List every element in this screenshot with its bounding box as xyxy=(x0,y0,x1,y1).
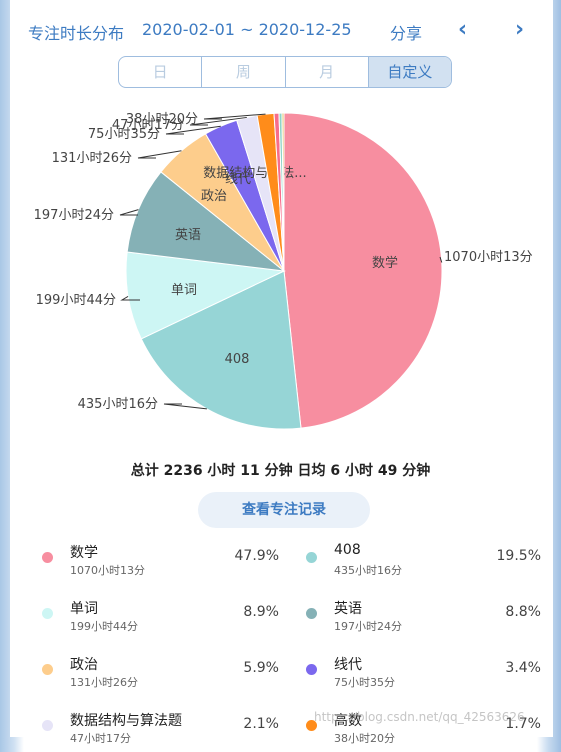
legend-dot xyxy=(306,608,317,619)
slice-value-label: 47小时17分 xyxy=(112,118,184,133)
slice-value-label: 1070小时13分 xyxy=(444,250,533,265)
legend-percent: 8.8% xyxy=(505,604,541,620)
legend-item: 英语 197小时24分 8.8% xyxy=(306,596,546,640)
legend-dot xyxy=(306,664,317,675)
legend-item: 数据结构与算法题 47小时17分 2.1% xyxy=(42,708,282,752)
chevron-right-icon[interactable]: › xyxy=(515,17,525,42)
legend-percent: 1.7% xyxy=(505,716,541,732)
legend-percent: 47.9% xyxy=(234,548,279,564)
legend-dot xyxy=(42,552,53,563)
legend-dot xyxy=(42,720,53,731)
total-summary: 总计 2236 小时 11 分钟 日均 6 小时 49 分钟 xyxy=(130,463,431,479)
slice-value-label: 75小时35分 xyxy=(88,127,160,142)
pie-slice[interactable] xyxy=(281,112,285,272)
slice-value-label: 199小时44分 xyxy=(36,293,116,308)
slice-name-label: 单词 xyxy=(171,283,197,298)
date-range[interactable]: 2020-02-01 ~ 2020-12-25 xyxy=(142,20,352,39)
legend-percent: 3.4% xyxy=(505,660,541,676)
legend-name: 线代 xyxy=(334,657,362,673)
label-leader-line xyxy=(189,116,247,126)
label-leader-line xyxy=(203,113,266,120)
label-leader-line xyxy=(137,150,182,159)
legend-item: 数学 1070小时13分 47.9% xyxy=(42,540,282,584)
tab-day[interactable]: 日 xyxy=(119,57,203,87)
legend-name: 单词 xyxy=(70,601,98,617)
legend-percent: 5.9% xyxy=(243,660,279,676)
legend-time: 435小时16分 xyxy=(334,564,402,577)
label-leader-line xyxy=(120,295,140,301)
slice-name-label: 英语 xyxy=(175,228,201,243)
share-button[interactable]: 分享 xyxy=(390,24,423,43)
legend-item: 单词 199小时44分 8.9% xyxy=(42,596,282,640)
legend-name: 高数 xyxy=(334,713,362,729)
legend-time: 47小时17分 xyxy=(70,732,131,745)
legend-name: 政治 xyxy=(70,657,98,673)
watermark: https://blog.csdn.net/qq_42563626 xyxy=(314,710,525,724)
legend-item: 线代 75小时35分 3.4% xyxy=(306,652,546,696)
chevron-left-icon[interactable]: ‹ xyxy=(458,17,468,42)
pie-slice[interactable] xyxy=(125,251,286,340)
label-leader-line xyxy=(119,209,139,216)
legend-item: 政治 131小时26分 5.9% xyxy=(42,652,282,696)
slice-value-label: 38小时20分 xyxy=(126,112,198,127)
tab-custom[interactable]: 自定义 xyxy=(368,57,451,87)
legend-time: 199小时44分 xyxy=(70,620,138,633)
legend-time: 1070小时13分 xyxy=(70,564,145,577)
legend-time: 38小时20分 xyxy=(334,732,395,745)
pie-slice[interactable] xyxy=(126,171,286,272)
legend-percent: 8.9% xyxy=(243,604,279,620)
label-leader-line xyxy=(165,125,221,135)
legend-percent: 2.1% xyxy=(243,716,279,732)
slice-value-label: 197小时24分 xyxy=(34,208,114,223)
label-leader-line xyxy=(439,256,443,263)
legend-name: 数学 xyxy=(70,545,98,561)
pie-slice[interactable] xyxy=(283,112,443,429)
legend-time: 197小时24分 xyxy=(334,620,402,633)
page-title: 专注时长分布 xyxy=(28,24,125,43)
tab-week[interactable]: 周 xyxy=(202,57,286,87)
pie-chart: 1070小时13分 数学 435小时16分 408 199小时44分 单词 197小时24分… xyxy=(34,112,533,430)
legend-time: 75小时35分 xyxy=(334,676,395,689)
slice-name-label: 线代 xyxy=(225,172,251,187)
legend-dot xyxy=(42,664,53,675)
pie-slice[interactable] xyxy=(140,270,302,430)
slice-name-label: 408 xyxy=(225,352,250,367)
legend-time: 131小时26分 xyxy=(70,676,138,689)
slice-name-label: 数学 xyxy=(372,255,398,271)
legend-name: 英语 xyxy=(334,601,362,617)
legend-percent: 19.5% xyxy=(496,548,541,564)
legend-name: 数据结构与算法题 xyxy=(70,713,182,729)
tab-month[interactable]: 月 xyxy=(286,57,369,87)
slice-name-label: 政治 xyxy=(201,189,227,204)
legend-name: 408 xyxy=(334,542,361,558)
slice-name-label: 数据结构与算法... xyxy=(203,166,306,181)
view-records-button[interactable]: 查看专注记录 xyxy=(198,492,370,528)
label-leader-line xyxy=(163,403,207,410)
legend-dot xyxy=(306,552,317,563)
period-tabs: 日 周 月 自定义 xyxy=(118,56,452,88)
legend-item: 408 435小时16分 19.5% xyxy=(306,540,546,584)
legend-dot xyxy=(306,720,317,731)
slice-value-label: 435小时16分 xyxy=(78,397,158,412)
header: 专注时长分布 2020-02-01 ~ 2020-12-25 分享 ‹ › xyxy=(28,14,538,46)
slice-value-label: 131小时26分 xyxy=(52,151,132,166)
legend-dot xyxy=(42,608,53,619)
